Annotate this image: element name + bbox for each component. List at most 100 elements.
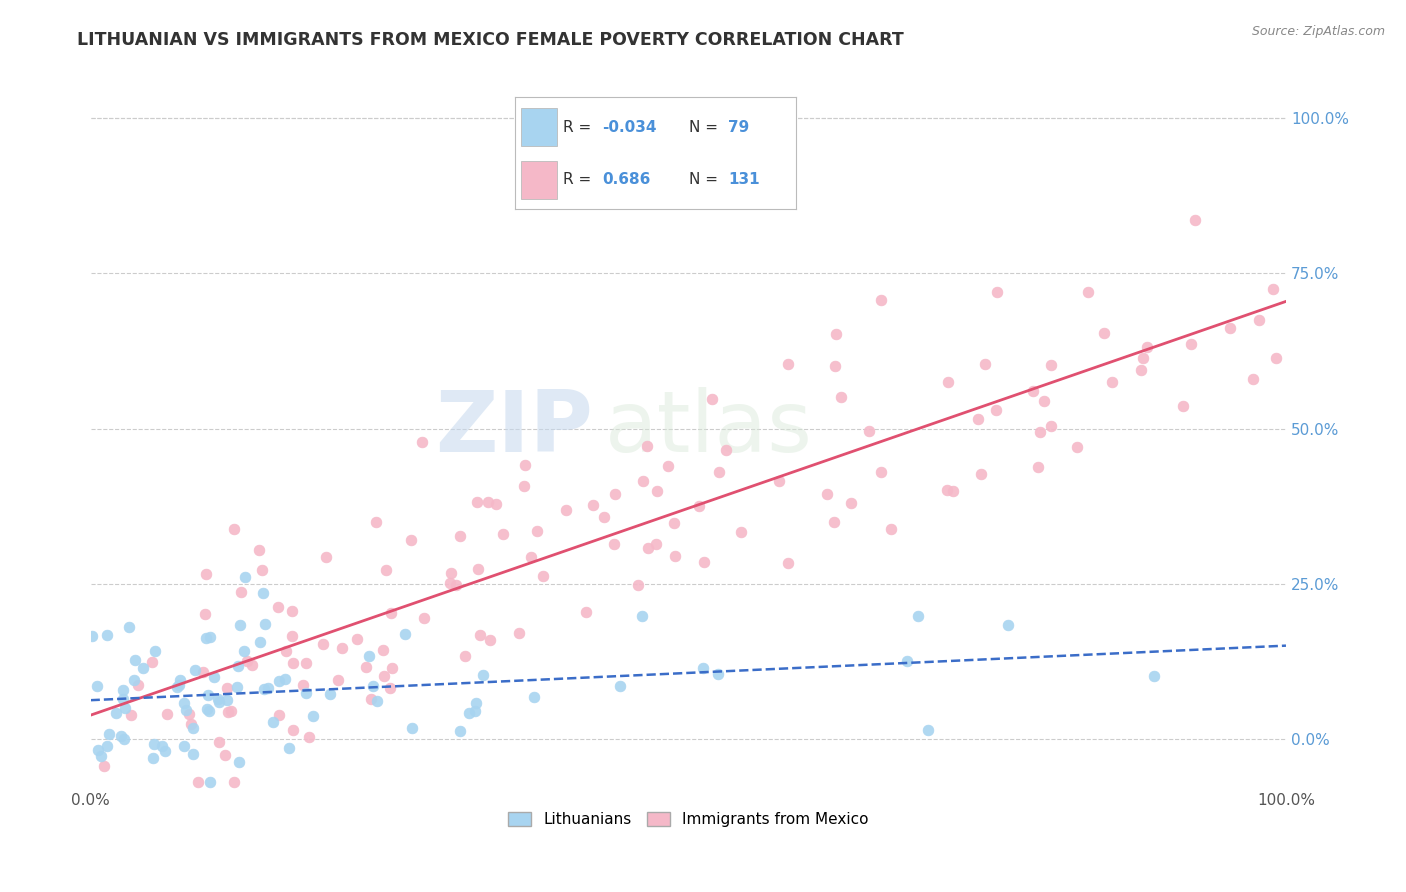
Point <box>657 458 679 473</box>
Point <box>194 632 217 646</box>
Point <box>637 541 659 555</box>
Point <box>644 536 666 550</box>
Point <box>439 575 461 590</box>
Point <box>513 458 536 473</box>
Point <box>104 706 127 721</box>
Point <box>1171 399 1194 413</box>
Point <box>467 494 489 508</box>
Point <box>222 775 245 789</box>
Point <box>449 529 471 543</box>
Point <box>467 562 489 576</box>
Point <box>326 673 349 687</box>
Point <box>173 739 195 753</box>
Point <box>1180 337 1202 351</box>
Point <box>187 775 209 789</box>
Point <box>664 549 686 564</box>
Point <box>174 703 197 717</box>
Point <box>195 702 218 716</box>
Point <box>181 747 204 761</box>
Point <box>627 578 650 592</box>
Point <box>454 649 477 664</box>
Point <box>233 644 256 658</box>
Point <box>87 743 110 757</box>
Point <box>118 620 141 634</box>
Point <box>169 673 191 688</box>
Point <box>858 424 880 438</box>
Point <box>262 715 284 730</box>
Point <box>815 486 838 500</box>
Point <box>716 443 738 458</box>
Point <box>609 679 631 693</box>
Point <box>1184 212 1206 227</box>
Point <box>412 611 434 625</box>
Point <box>312 637 335 651</box>
Point <box>122 673 145 687</box>
Point <box>82 629 104 643</box>
Legend: Lithuanians, Immigrants from Mexico: Lithuanians, Immigrants from Mexico <box>501 805 876 835</box>
Point <box>110 729 132 743</box>
Point <box>730 524 752 539</box>
Point <box>97 727 120 741</box>
Point <box>200 630 222 644</box>
Point <box>346 632 368 646</box>
Point <box>132 661 155 675</box>
Point <box>194 567 217 582</box>
Point <box>229 618 252 632</box>
Point <box>1247 313 1270 327</box>
Point <box>194 607 217 622</box>
Point <box>111 692 134 706</box>
Point <box>1026 459 1049 474</box>
Point <box>380 607 402 621</box>
Point <box>257 681 280 695</box>
Point <box>531 569 554 583</box>
Point <box>96 739 118 754</box>
Point <box>936 375 959 389</box>
Point <box>1143 669 1166 683</box>
Point <box>222 523 245 537</box>
Point <box>1129 363 1152 377</box>
Point <box>253 681 276 696</box>
Point <box>464 704 486 718</box>
Point <box>208 735 231 749</box>
Point <box>281 656 304 670</box>
Point <box>970 467 993 482</box>
Point <box>184 663 207 677</box>
Point <box>364 516 387 530</box>
Point <box>986 285 1008 299</box>
Point <box>281 629 304 643</box>
Point <box>253 617 276 632</box>
Point <box>298 731 321 745</box>
Point <box>520 549 543 564</box>
Point <box>120 707 142 722</box>
Point <box>967 412 990 426</box>
Point <box>142 738 165 752</box>
Point <box>114 700 136 714</box>
Point <box>700 392 723 406</box>
Text: Source: ZipAtlas.com: Source: ZipAtlas.com <box>1251 25 1385 38</box>
Point <box>214 747 236 762</box>
Text: atlas: atlas <box>605 387 813 470</box>
Point <box>942 484 965 499</box>
Point <box>692 661 714 675</box>
Point <box>399 533 422 547</box>
Point <box>371 642 394 657</box>
Point <box>112 732 135 747</box>
Point <box>207 695 229 709</box>
Point <box>226 659 249 673</box>
Point <box>555 503 578 517</box>
Point <box>250 563 273 577</box>
Point <box>96 628 118 642</box>
Point <box>267 707 290 722</box>
Point <box>449 723 471 738</box>
Point <box>492 527 515 541</box>
Point <box>440 566 463 580</box>
Point <box>1132 351 1154 365</box>
Point <box>240 657 263 672</box>
Point <box>228 756 250 770</box>
Point <box>281 723 304 737</box>
Point <box>197 688 219 702</box>
Point <box>276 644 298 658</box>
Point <box>247 543 270 558</box>
Point <box>592 509 614 524</box>
Point <box>523 690 546 705</box>
